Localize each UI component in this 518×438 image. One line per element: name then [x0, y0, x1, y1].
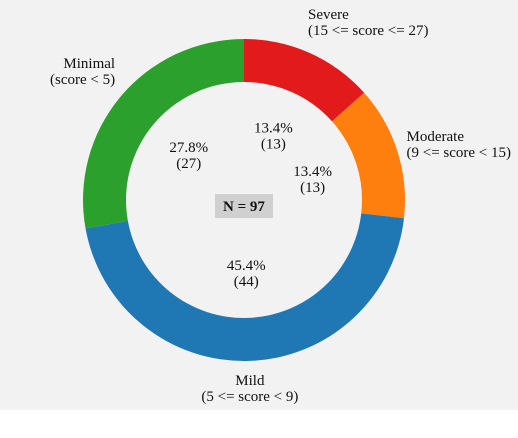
category-range-minimal: (score < 5)	[50, 72, 115, 88]
percent-label-minimal: 27.8%	[169, 140, 208, 156]
slice-severe	[244, 39, 365, 122]
percent-label-mild: 45.4%	[227, 258, 266, 274]
category-label-moderate: Moderate	[407, 129, 465, 145]
figure-caption-fragment	[0, 410, 518, 438]
category-label-mild: Mild	[235, 373, 265, 389]
category-label-severe: Severe	[308, 7, 349, 23]
category-range-severe: (15 <= score <= 27)	[308, 23, 428, 39]
count-label-minimal: (27)	[176, 156, 201, 172]
count-label-severe: (13)	[261, 136, 286, 152]
percent-label-severe: 13.4%	[254, 120, 293, 136]
slice-mild	[85, 213, 404, 362]
center-total-label: N = 97	[223, 199, 265, 215]
center-total-box	[215, 194, 273, 218]
count-label-moderate: (13)	[300, 180, 325, 196]
percent-label-moderate: 13.4%	[293, 164, 332, 180]
chart-panel: N = 97 13.4% (13) Severe (15 <= score <= 27…	[0, 0, 518, 410]
category-range-mild: (5 <= score < 9)	[201, 389, 298, 405]
category-range-moderate: (9 <= score < 15)	[407, 145, 512, 161]
donut-chart: N = 97 13.4%(13)Severe(15 <= score <= 27…	[50, 7, 512, 405]
category-label-minimal: Minimal	[63, 56, 115, 72]
slice-minimal	[83, 39, 244, 229]
count-label-mild: (44)	[234, 274, 259, 290]
slice-moderate	[332, 92, 406, 219]
